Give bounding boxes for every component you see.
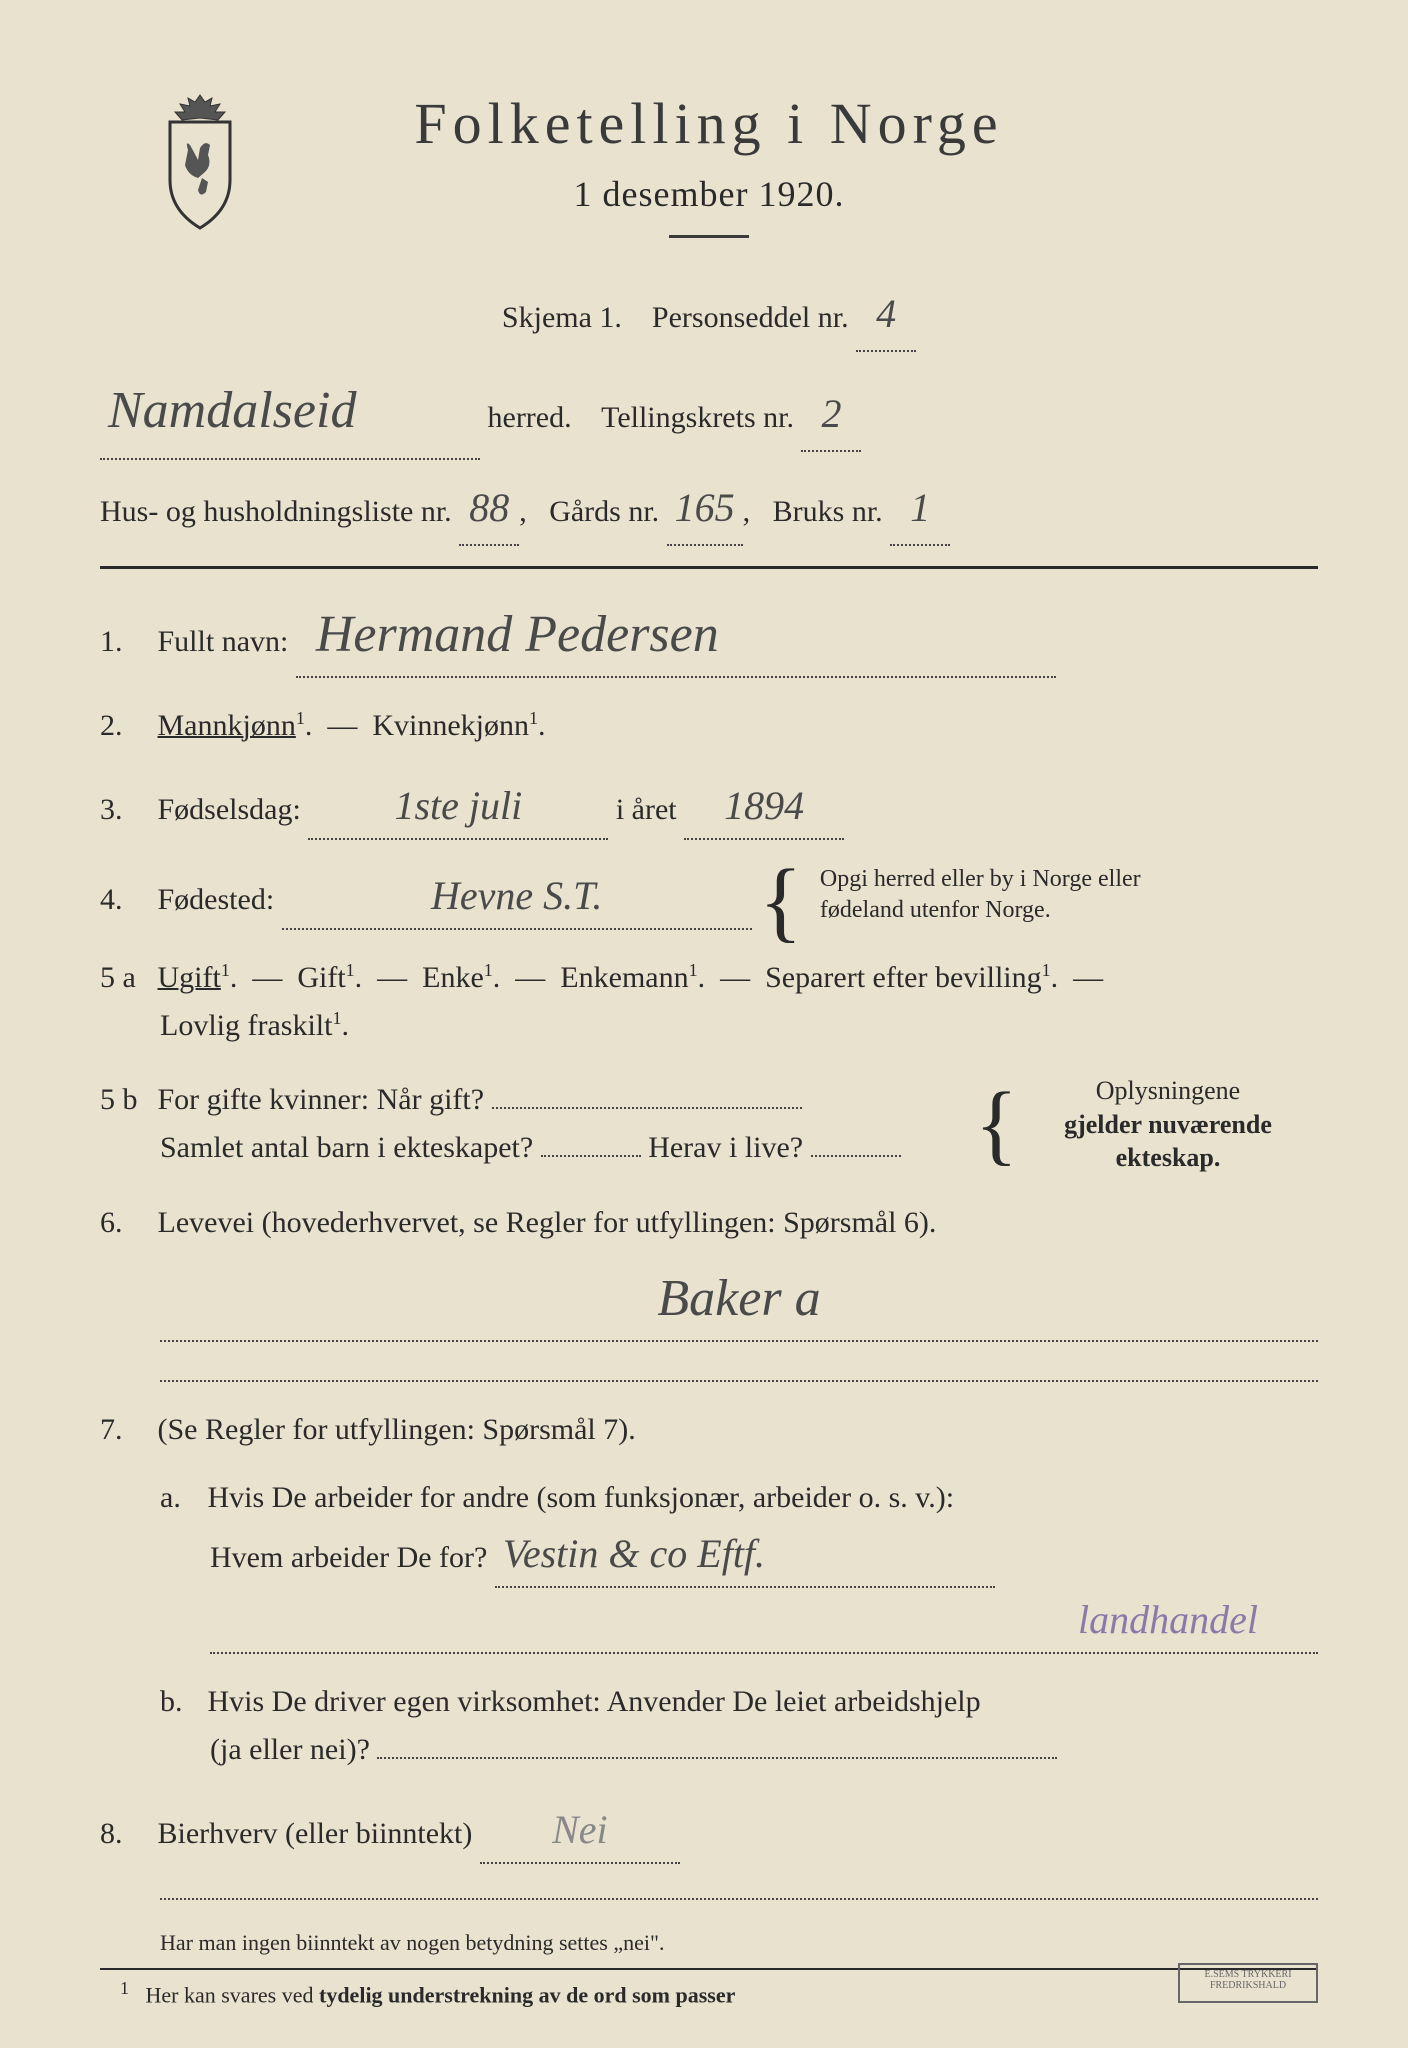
q5a-enkemann: Enkemann <box>560 961 688 994</box>
q5a-separert: Separert efter bevilling <box>765 961 1042 994</box>
row-q3: 3. Fødselsdag: 1ste juli i året 1894 <box>100 774 1318 840</box>
q3-label: Fødselsdag: <box>158 793 301 826</box>
q3-year: 1894 <box>724 783 804 828</box>
q5a-num: 5 a <box>100 954 150 1002</box>
coat-of-arms-icon <box>150 90 250 230</box>
q1-value: Hermand Pedersen <box>316 606 719 663</box>
subtitle: 1 desember 1920. <box>100 173 1318 215</box>
row-q4: 4. Fødested: Hevne S.T. { Opgi herred el… <box>100 864 1318 930</box>
row-q1: 1. Fullt navn: Hermand Pedersen <box>100 593 1318 678</box>
q3-day: 1ste juli <box>394 783 522 828</box>
q5b-label2: Samlet antal barn i ekteskapet? <box>160 1131 533 1164</box>
row-q7: 7. (Se Regler for utfyllingen: Spørsmål … <box>100 1406 1318 1774</box>
gards-nr: 165 <box>675 485 735 530</box>
husliste-label: Hus- og husholdningsliste nr. <box>100 495 452 528</box>
personseddel-label: Personseddel nr. <box>652 301 849 334</box>
tellingskrets-label: Tellingskrets nr. <box>601 401 794 434</box>
q1-label: Fullt navn: <box>158 625 289 658</box>
title-divider <box>669 235 749 238</box>
personseddel-nr: 4 <box>876 291 896 336</box>
herred-line: Namdalseid herred. Tellingskrets nr. 2 <box>100 364 1318 460</box>
q6-label: Levevei (hovederhvervet, se Regler for u… <box>158 1206 937 1239</box>
q6-num: 6. <box>100 1199 150 1247</box>
q5b-note: Oplysningene gjelder nuværende ekteskap. <box>1018 1074 1318 1175</box>
q7-num: 7. <box>100 1406 150 1454</box>
tellingskrets-nr: 2 <box>821 391 841 436</box>
footnote-1: Har man ingen biinntekt av nogen betydni… <box>100 1930 1318 1956</box>
bruks-nr: 1 <box>910 485 930 530</box>
q7a-label2: Hvem arbeider De for? <box>210 1541 487 1574</box>
row-q2: 2. Mannkjønn1. — Kvinnekjønn1. <box>100 702 1318 750</box>
row-q6: 6. Levevei (hovederhvervet, se Regler fo… <box>100 1199 1318 1382</box>
row-q5b: 5 b For gifte kvinner: Når gift? Samlet … <box>100 1074 1318 1175</box>
q2-sup2: 1 <box>529 708 538 728</box>
footnote-2: 1 Her kan svares ved tydelig understrekn… <box>100 1968 1318 2008</box>
q4-note: Opgi herred eller by i Norge eller fødel… <box>820 864 1180 926</box>
q5a-ugift: Ugift <box>158 961 221 994</box>
q8-value: Nei <box>552 1807 608 1852</box>
q2-num: 2. <box>100 702 150 750</box>
q3-year-label: i året <box>616 793 677 826</box>
q8-label: Bierhverv (eller biinntekt) <box>158 1817 473 1850</box>
q5b-label3: Herav i live? <box>648 1131 803 1164</box>
schema-line: Skjema 1. Personseddel nr. 4 <box>100 278 1318 352</box>
q7b-label: Hvis De driver egen virksomhet: Anvender… <box>208 1685 981 1718</box>
q5a-enke: Enke <box>422 961 484 994</box>
q5b-brace-icon: { <box>975 1102 1018 1147</box>
printer-stamp: E.SEMS TRYKKERI FREDRIKSHALD <box>1178 1963 1318 2003</box>
census-form-page: Folketelling i Norge 1 desember 1920. Sk… <box>0 0 1408 2048</box>
q5a-fraskilt: Lovlig fraskilt <box>160 1009 332 1042</box>
herred-label: herred. <box>488 401 572 434</box>
q7a-letter: a. <box>160 1474 200 1522</box>
q4-label: Fødested: <box>158 883 275 916</box>
gards-label: Gårds nr. <box>549 495 659 528</box>
q2-sup1: 1 <box>296 708 305 728</box>
q7a-label: Hvis De arbeider for andre (som funksjon… <box>208 1481 955 1514</box>
q5a-gift: Gift <box>297 961 345 994</box>
q7-label: (Se Regler for utfyllingen: Spørsmål 7). <box>158 1413 636 1446</box>
row-q8: 8. Bierhverv (eller biinntekt) Nei <box>100 1798 1318 1900</box>
q7b-letter: b. <box>160 1678 200 1726</box>
q4-num: 4. <box>100 876 150 924</box>
bruks-label: Bruks nr. <box>773 495 883 528</box>
q7b-label2: (ja eller nei)? <box>210 1733 370 1766</box>
husliste-nr: 88 <box>469 485 509 530</box>
title-block: Folketelling i Norge 1 desember 1920. <box>100 90 1318 238</box>
schema-label: Skjema 1. <box>502 301 622 334</box>
q2-mann: Mannkjønn <box>158 709 296 742</box>
q1-num: 1. <box>100 618 150 666</box>
row-q5a: 5 a Ugift1. — Gift1. — Enke1. — Enkemann… <box>100 954 1318 1050</box>
q2-kvinne: Kvinnekjønn <box>372 709 529 742</box>
main-title: Folketelling i Norge <box>100 90 1318 157</box>
q4-value: Hevne S.T. <box>431 873 602 918</box>
herred-value: Namdalseid <box>108 382 356 439</box>
q6-value: Baker a <box>657 1270 820 1327</box>
husliste-line: Hus- og husholdningsliste nr. 88, Gårds … <box>100 472 1318 546</box>
q7a-value2: landhandel <box>1078 1597 1258 1642</box>
q8-num: 8. <box>100 1810 150 1858</box>
q4-brace-icon: { <box>759 879 802 924</box>
q7a-value: Vestin & co Eftf. <box>503 1531 765 1576</box>
q5b-num: 5 b <box>100 1076 150 1124</box>
q5b-label1: For gifte kvinner: Når gift? <box>158 1083 485 1116</box>
header-rule <box>100 566 1318 569</box>
q3-num: 3. <box>100 786 150 834</box>
